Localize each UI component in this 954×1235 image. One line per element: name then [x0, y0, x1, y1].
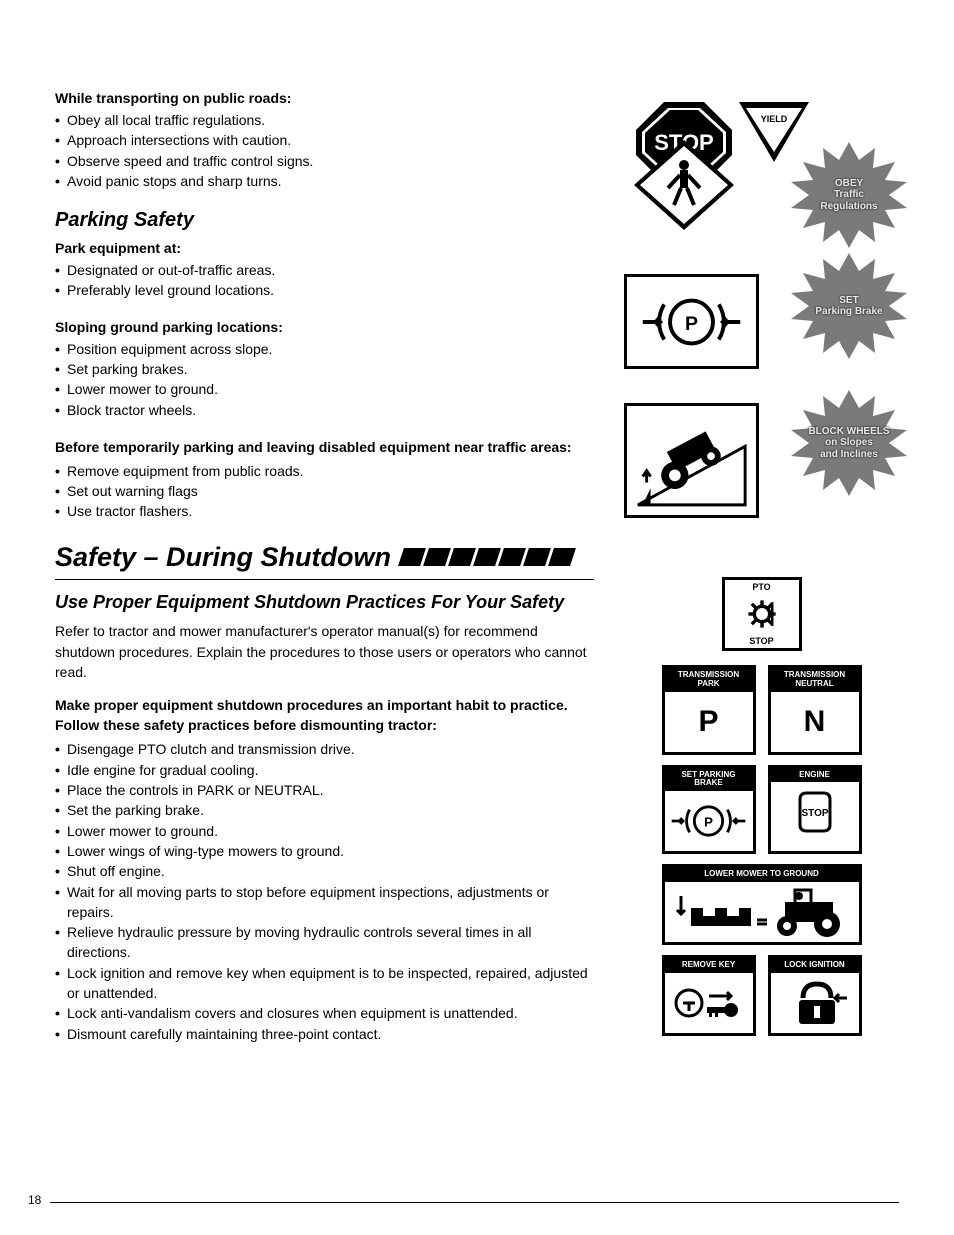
lower-mower-icon — [667, 884, 857, 939]
panel-value: N — [771, 692, 859, 752]
list-item: Wait for all moving parts to stop before… — [55, 882, 594, 923]
panel-header: LOWER MOWER TO GROUND — [665, 867, 859, 882]
lock-icon — [775, 978, 855, 1028]
page-container: While transporting on public roads: Obey… — [55, 90, 899, 1062]
list-item: Lower wings of wing-type mowers to groun… — [55, 841, 594, 861]
starburst-obey-label: OBEYTrafficRegulations — [789, 140, 909, 250]
list-item: Avoid panic stops and sharp turns. — [55, 171, 594, 191]
list-item: Place the controls in PARK or NEUTRAL. — [55, 780, 594, 800]
shutdown-lead: Make proper equipment shutdown procedure… — [55, 696, 594, 735]
list-item: Obey all local traffic regulations. — [55, 110, 594, 130]
title-rule — [55, 579, 594, 580]
shutdown-intro: Refer to tractor and mower manufacturer'… — [55, 621, 594, 682]
panel-trans-park: TRANSMISSIONPARK P — [662, 665, 756, 755]
list-item: Preferably level ground locations. — [55, 280, 594, 300]
shutdown-subtitle: Use Proper Equipment Shutdown Practices … — [55, 592, 594, 614]
list-item: Idle engine for gradual cooling. — [55, 760, 594, 780]
page-footer-rule — [50, 1202, 899, 1203]
park-at-lead: Park equipment at: — [55, 240, 594, 256]
panel-row: REMOVE KEY — [662, 955, 862, 1036]
disabled-list: Remove equipment from public roads. Set … — [55, 461, 594, 522]
right-column: STOP YIELD — [624, 90, 899, 1062]
list-item: Dismount carefully maintaining three-poi… — [55, 1024, 594, 1044]
list-item: Approach intersections with caution. — [55, 130, 594, 150]
gear-icon — [742, 597, 782, 631]
panel-header: REMOVE KEY — [665, 958, 753, 973]
disabled-lead: Before temporarily parking and leaving d… — [55, 438, 594, 457]
list-item: Block tractor wheels. — [55, 400, 594, 420]
list-item: Designated or out-of-traffic areas. — [55, 260, 594, 280]
transporting-lead: While transporting on public roads: — [55, 90, 594, 106]
engine-stop-icon: STOP — [785, 787, 845, 837]
parking-safety-title: Parking Safety — [55, 209, 594, 232]
panel-remove-key: REMOVE KEY — [662, 955, 756, 1036]
shutdown-title: Safety – During Shutdown — [55, 542, 391, 573]
list-item: Set out warning flags — [55, 481, 594, 501]
shutdown-list: Disengage PTO clutch and transmission dr… — [55, 739, 594, 1043]
panel-header: LOCK IGNITION — [771, 958, 859, 973]
panel-header: ENGINE — [771, 768, 859, 783]
svg-text:STOP: STOP — [801, 808, 828, 819]
tractor-slope-icon — [633, 411, 750, 511]
panel-set-parking: SET PARKINGBRAKE P — [662, 765, 756, 855]
panel-value: P — [665, 692, 753, 752]
panel-engine: ENGINE STOP — [768, 765, 862, 855]
pto-bottom-label: STOP — [725, 634, 799, 648]
list-item: Lower mower to ground. — [55, 821, 594, 841]
left-column: While transporting on public roads: Obey… — [55, 90, 594, 1062]
panel-header: TRANSMISSIONPARK — [665, 668, 753, 692]
pto-panel: PTO STOP — [722, 577, 802, 651]
starburst-setbrake-label: SETParking Brake — [789, 251, 909, 361]
remove-key-icon — [669, 978, 749, 1028]
parking-brake-block: P SETParking Brake — [624, 259, 899, 379]
panel-header: SET PARKINGBRAKE — [665, 768, 753, 792]
svg-text:P: P — [685, 312, 698, 334]
panel-row: SET PARKINGBRAKE P ENGINE — [662, 765, 862, 855]
parking-brake-icon: P — [633, 282, 750, 362]
list-item: Lock ignition and remove key when equipm… — [55, 963, 594, 1004]
page-number: 18 — [28, 1193, 41, 1207]
block-wheels-block: BLOCK WHEELSon Slopesand Inclines — [624, 393, 899, 533]
list-item: Disengage PTO clutch and transmission dr… — [55, 739, 594, 759]
park-at-list: Designated or out-of-traffic areas. Pref… — [55, 260, 594, 301]
list-item: Use tractor flashers. — [55, 501, 594, 521]
list-item: Set the parking brake. — [55, 800, 594, 820]
transporting-list: Obey all local traffic regulations. Appr… — [55, 110, 594, 191]
list-item: Shut off engine. — [55, 861, 594, 881]
starburst-block-label: BLOCK WHEELSon Slopesand Inclines — [789, 388, 909, 498]
panel-header: TRANSMISSIONNEUTRAL — [771, 668, 859, 692]
panel-lower-mower: LOWER MOWER TO GROUND — [662, 864, 862, 945]
shutdown-title-row: Safety – During Shutdown — [55, 542, 594, 573]
list-item: Lower mower to ground. — [55, 379, 594, 399]
list-item: Position equipment across slope. — [55, 339, 594, 359]
sloping-lead: Sloping ground parking locations: — [55, 319, 594, 335]
panel-lock-ignition: LOCK IGNITION — [768, 955, 862, 1036]
title-stripes-icon — [401, 548, 573, 566]
svg-text:YIELD: YIELD — [761, 114, 788, 124]
list-item: Relieve hydraulic pressure by moving hyd… — [55, 922, 594, 963]
list-item: Set parking brakes. — [55, 359, 594, 379]
pto-top-label: PTO — [725, 580, 799, 594]
sloping-list: Position equipment across slope. Set par… — [55, 339, 594, 420]
list-item: Lock anti-vandalism covers and closures … — [55, 1003, 594, 1023]
list-item: Remove equipment from public roads. — [55, 461, 594, 481]
parking-brake-icon: P — [666, 796, 751, 846]
list-item: Observe speed and traffic control signs. — [55, 151, 594, 171]
panel-trans-neutral: TRANSMISSIONNEUTRAL N — [768, 665, 862, 755]
svg-text:P: P — [704, 815, 713, 830]
panel-row: TRANSMISSIONPARK P TRANSMISSIONNEUTRAL N — [662, 665, 862, 755]
traffic-signs-block: STOP YIELD — [624, 90, 899, 245]
